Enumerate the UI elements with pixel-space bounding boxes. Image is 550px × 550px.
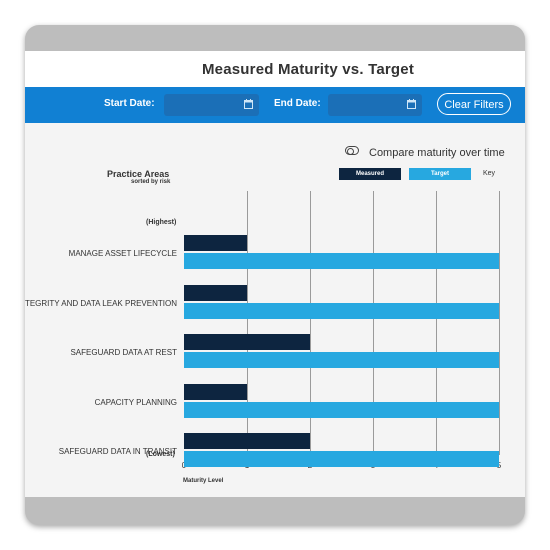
legend-key-label: Key (483, 170, 496, 177)
bar-measured[interactable] (184, 235, 247, 251)
bar-target[interactable] (184, 302, 499, 319)
category-label: TEGRITY AND DATA LEAK PREVENTION (25, 298, 177, 308)
x-tick-label: 0 (179, 461, 189, 470)
legend-measured: Measured (339, 168, 401, 180)
end-date-label: End Date: (274, 98, 321, 109)
start-date-input[interactable] (164, 94, 259, 116)
page-title: Measured Maturity vs. Target (201, 61, 415, 78)
start-date-label: Start Date: (104, 98, 155, 109)
toggle-icon[interactable] (345, 146, 359, 155)
bar-measured[interactable] (184, 383, 247, 400)
app-window: Measured Maturity vs. Target Start Date:… (25, 51, 525, 497)
bar-measured[interactable] (184, 433, 310, 449)
category-label: MANAGE ASSET LIFECYCLE (68, 249, 177, 258)
category-label: CAPACITY PLANNING (94, 397, 177, 407)
bar-target[interactable] (184, 352, 499, 368)
practice-areas-subtitle: sorted by risk (131, 179, 171, 185)
chart-area: Compare maturity over time Practice Area… (25, 123, 525, 497)
bar-target[interactable] (184, 253, 499, 269)
screenshot-frame: Measured Maturity vs. Target Start Date:… (25, 25, 525, 525)
clear-filters-button[interactable]: Clear Filters (437, 93, 511, 115)
gridline (499, 191, 500, 455)
filter-bar: Start Date: End Date: Clear Filters (25, 87, 525, 123)
gridline (373, 191, 374, 455)
title-bar: Measured Maturity vs. Target (25, 51, 525, 87)
x-axis-label: Maturity Level (183, 478, 224, 484)
top-left-tab (25, 53, 45, 65)
compare-maturity-label[interactable]: Compare maturity over time (369, 147, 505, 159)
bar-measured[interactable] (184, 334, 310, 350)
lowest-label: (Lowest) (146, 451, 175, 458)
bar-target[interactable] (184, 451, 499, 467)
calendar-icon[interactable] (407, 99, 416, 109)
gridline (436, 191, 437, 455)
highest-label: (Highest) (146, 219, 177, 226)
gridline (247, 191, 248, 455)
bar-measured[interactable] (184, 284, 247, 301)
gridline (310, 191, 311, 455)
calendar-icon[interactable] (244, 99, 253, 109)
end-date-input[interactable] (328, 94, 422, 116)
legend-target: Target (409, 168, 471, 180)
category-label: SAFEGUARD DATA AT REST (70, 348, 177, 357)
category-label: SAFEGUARD DATA IN TRANSIT (58, 447, 177, 456)
practice-areas-title: Practice Areas (107, 169, 170, 179)
bar-target[interactable] (184, 401, 499, 418)
